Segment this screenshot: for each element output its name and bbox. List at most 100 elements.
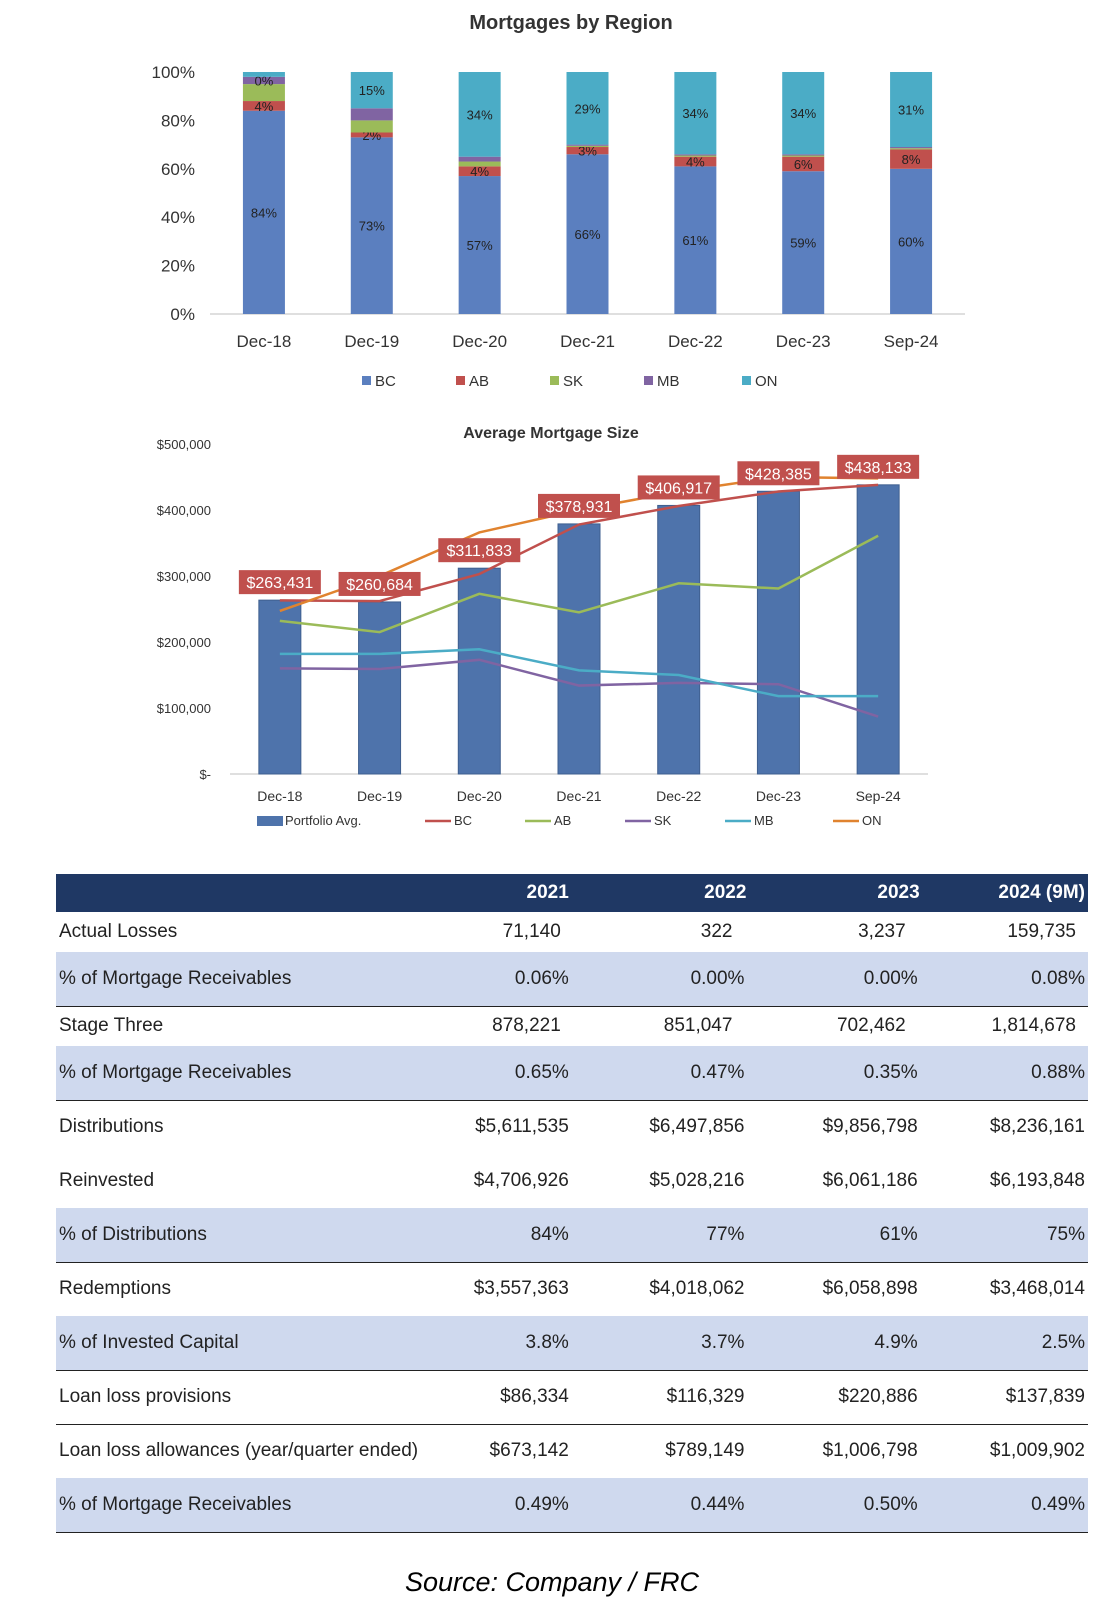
data-label: 4% xyxy=(255,99,274,114)
row-label: % of Distributions xyxy=(56,1208,448,1263)
average-mortgage-size-chart: Average Mortgage Size $- $100,000 $200,000 $… xyxy=(157,425,928,828)
data-label-box xyxy=(438,538,521,563)
table-cell: 2.5% xyxy=(925,1316,1088,1371)
data-label: 57% xyxy=(467,238,493,253)
table-cell: 0.35% xyxy=(752,1046,926,1101)
table-cell: $6,061,186 xyxy=(822,1170,918,1191)
data-label: 59% xyxy=(790,236,816,251)
bar-segment-mb xyxy=(350,108,393,121)
table-cell: 3,237 xyxy=(858,921,906,942)
x-tick-label: Sep-24 xyxy=(884,332,939,351)
table-cell: $116,329 xyxy=(592,1370,753,1425)
table-row: % of Distributions 84% 77% 61% 75% xyxy=(56,1208,1088,1263)
bar-segment-on xyxy=(674,72,717,155)
table-header-row: 2021 2022 2023 2024 (9M) xyxy=(56,874,1088,912)
data-label: 61% xyxy=(682,233,708,248)
table-cell: 3.8% xyxy=(447,1316,593,1371)
table-cell: 77% xyxy=(592,1208,753,1263)
table-cell: $86,334 xyxy=(447,1370,593,1425)
bar-portfolio-avg xyxy=(756,490,800,775)
table-cell: 851,047 xyxy=(663,1015,733,1037)
y-tick-label: $- xyxy=(199,767,211,782)
data-label: $263,431 xyxy=(246,575,313,592)
data-label-box xyxy=(538,493,620,518)
x-tick-label: Dec-19 xyxy=(357,788,402,804)
x-tick-label: Dec-18 xyxy=(237,332,292,351)
table-header-cell: 2024 (9M) xyxy=(925,874,1088,912)
row-label: Loan loss provisions xyxy=(56,1370,448,1425)
table-header-cell: 2021 xyxy=(447,874,593,912)
data-label: 0% xyxy=(255,73,274,88)
table-cell: $1,006,798 xyxy=(822,1440,918,1462)
table-cell: $9,856,798 xyxy=(822,1116,918,1138)
data-label-box xyxy=(338,571,421,596)
table-header-cell: 2023 xyxy=(752,874,926,912)
chart-title: Mortgages by Region xyxy=(469,12,672,34)
data-label: $428,385 xyxy=(745,466,812,483)
bar-segment-mb xyxy=(458,156,501,162)
row-label: % of Mortgage Receivables xyxy=(56,952,448,1007)
data-label-box xyxy=(637,475,720,500)
table-cell: 0.08% xyxy=(925,952,1088,1007)
bar-segment-on xyxy=(350,72,393,109)
bar-segment-mb xyxy=(782,154,825,156)
table-cell: 0.06% xyxy=(447,952,593,1007)
x-tick-label: Dec-22 xyxy=(668,332,723,351)
legend-swatch xyxy=(257,816,283,826)
table-cell: 0.49% xyxy=(447,1478,593,1533)
legend-label: Portfolio Avg. xyxy=(285,813,361,828)
mortgages-by-region-chart: Mortgages by Region 0% 20% 40% 60% 80% 100% 84%… xyxy=(152,12,965,390)
y-tick-label: $500,000 xyxy=(157,437,211,452)
data-label: $438,133 xyxy=(845,460,912,477)
legend-label: SK xyxy=(563,373,583,390)
bar-portfolio-avg xyxy=(657,504,701,775)
financial-summary-table: 2021 2022 2023 2024 (9M) Actual Losses 71… xyxy=(56,874,1088,1533)
data-label: $378,931 xyxy=(546,499,613,516)
bar-portfolio-avg xyxy=(856,484,900,775)
table-cell: $1,009,902 xyxy=(989,1440,1085,1462)
row-label: Actual Losses xyxy=(59,921,178,942)
x-tick-label: Dec-23 xyxy=(756,788,801,804)
legend-swatch xyxy=(456,376,465,385)
table-row: Loan loss provisions $86,334 $116,329 $220,… xyxy=(56,1370,1088,1425)
data-label: 31% xyxy=(898,103,924,118)
legend-label: AB xyxy=(554,813,571,828)
y-tick-label: $200,000 xyxy=(157,635,211,650)
legend-swatch xyxy=(644,376,653,385)
table-cell: $6,193,848 xyxy=(989,1170,1085,1191)
bar-segment-on xyxy=(242,72,285,77)
line-series-ab xyxy=(279,534,879,634)
table-cell: 0.44% xyxy=(592,1478,753,1533)
chart-title: Average Mortgage Size xyxy=(463,425,639,442)
bar-segment-ab xyxy=(458,166,501,177)
data-label: 6% xyxy=(794,157,813,172)
legend-label: MB xyxy=(754,813,774,828)
row-label: Distributions xyxy=(59,1116,164,1138)
legend-label: AB xyxy=(469,373,489,390)
table-cell: 159,735 xyxy=(1007,921,1076,942)
y-tick-label: 0% xyxy=(170,305,195,324)
y-tick-label: 80% xyxy=(161,111,195,130)
data-label: 4% xyxy=(686,155,705,170)
table-row: % of Mortgage Receivables 0.49% 0.44% 0.50%… xyxy=(56,1478,1088,1533)
table-cell: 1,814,678 xyxy=(991,1015,1076,1037)
data-label: 34% xyxy=(682,106,708,121)
y-tick-label: 40% xyxy=(161,208,195,227)
table-cell: $137,839 xyxy=(925,1370,1088,1425)
table-row: Reinvested $4,706,926 $5,028,216 $6,061,186… xyxy=(56,1154,1088,1208)
bar-segment-sk xyxy=(890,148,933,150)
table-cell: 878,221 xyxy=(492,1015,561,1037)
legend-swatch xyxy=(362,376,371,385)
bar-segment-mb xyxy=(674,154,717,156)
bar-segment-ab xyxy=(566,147,609,155)
y-tick-label: $300,000 xyxy=(157,569,211,584)
bar-segment-ab xyxy=(674,156,717,167)
table-cell: $3,468,014 xyxy=(989,1278,1085,1300)
x-tick-label: Dec-20 xyxy=(452,332,507,351)
row-label: Stage Three xyxy=(59,1015,164,1037)
bar-segment-bc xyxy=(782,171,825,314)
data-label: 8% xyxy=(902,152,921,167)
table-row: Redemptions $3,557,363 $4,018,062 $6,058,89… xyxy=(56,1262,1088,1316)
bar-portfolio-avg xyxy=(258,599,302,775)
bar-segment-sk xyxy=(674,155,717,157)
